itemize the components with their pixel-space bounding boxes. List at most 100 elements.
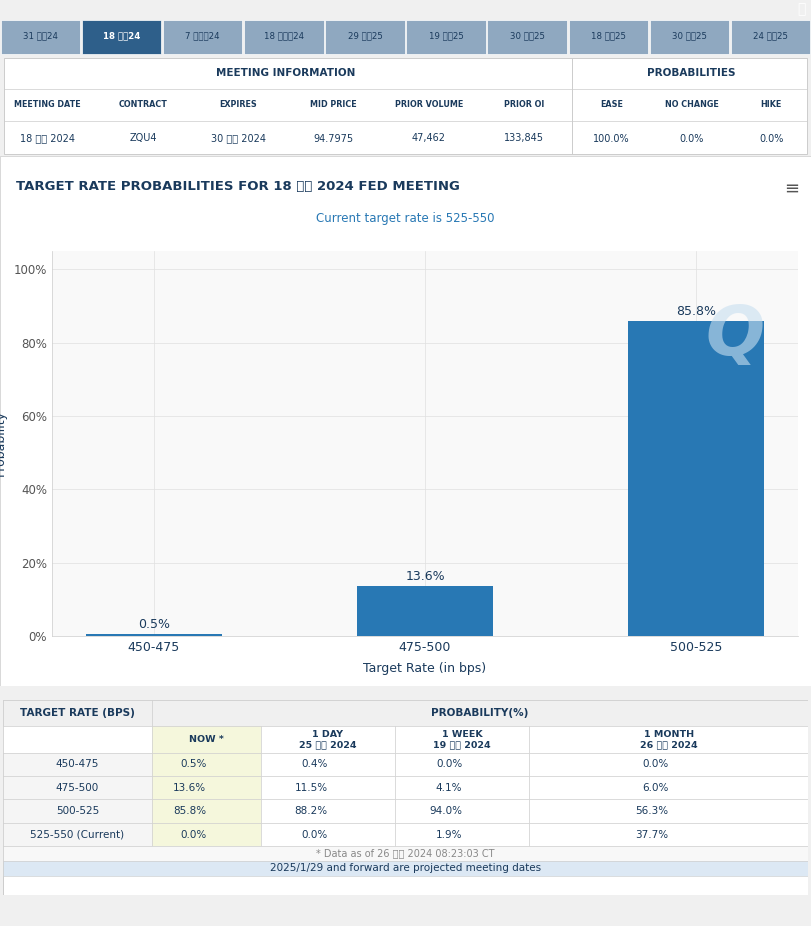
Bar [152,753,260,776]
Text: 88.2%: 88.2% [294,807,328,816]
Bar [406,19,486,55]
Bar [82,19,161,55]
Text: 19 三月25: 19 三月25 [428,31,464,41]
Text: 7 十一月24: 7 十一月24 [186,31,220,41]
Text: Q: Q [705,302,764,369]
Text: 94.0%: 94.0% [429,807,462,816]
Text: EXPIRES: EXPIRES [219,100,257,109]
Bar [3,846,808,861]
Bar [152,823,260,846]
Text: EASE: EASE [600,100,623,109]
Text: 0.4%: 0.4% [302,759,328,770]
Text: CONTRACT: CONTRACT [118,100,167,109]
Bar [3,799,152,823]
Text: 500-525: 500-525 [56,807,99,816]
Bar [260,799,395,823]
Text: ≡: ≡ [783,180,799,198]
Text: 133,845: 133,845 [504,133,544,144]
Bar [530,776,808,799]
X-axis label: Target Rate (in bps): Target Rate (in bps) [363,662,487,675]
Text: 30 七月25: 30 七月25 [672,31,707,41]
Bar [152,726,260,753]
Text: 85.8%: 85.8% [676,306,716,319]
Text: 94.7975: 94.7975 [314,133,354,144]
Bar [3,753,152,776]
Bar [260,776,395,799]
Text: TARGET RATE PROBABILITIES FOR 18 九月 2024 FED MEETING: TARGET RATE PROBABILITIES FOR 18 九月 2024… [16,180,460,193]
Text: 6.0%: 6.0% [642,782,669,793]
Text: 450-475: 450-475 [56,759,99,770]
Bar [395,726,530,753]
Text: 2025/1/29 and forward are projected meeting dates: 2025/1/29 and forward are projected meet… [270,863,541,873]
Bar [731,19,810,55]
Bar [260,726,395,753]
Bar [86,634,221,636]
Bar [1,19,80,55]
Bar [530,823,808,846]
Text: PROBABILITY(%): PROBABILITY(%) [431,708,529,719]
Text: 30 四月25: 30 四月25 [509,31,545,41]
Bar [3,726,152,753]
Text: 1.9%: 1.9% [436,830,462,840]
Text: 0.0%: 0.0% [642,759,669,770]
Text: 1 DAY
25 七月 2024: 1 DAY 25 七月 2024 [299,730,357,749]
Bar [3,823,152,846]
Text: 18 九月 2024: 18 九月 2024 [20,133,75,144]
Bar [530,726,808,753]
Text: 18 十二月24: 18 十二月24 [264,31,304,41]
Text: 47,462: 47,462 [412,133,446,144]
Text: MEETING INFORMATION: MEETING INFORMATION [217,68,355,78]
Text: TARGET RATE (BPS): TARGET RATE (BPS) [20,708,135,719]
Text: 30 九月 2024: 30 九月 2024 [211,133,266,144]
Bar [487,19,567,55]
Bar [569,19,648,55]
Text: 0.0%: 0.0% [759,133,783,144]
Bar [629,321,764,636]
Bar [395,823,530,846]
Bar [395,799,530,823]
Text: 475-500: 475-500 [56,782,99,793]
Text: 13.6%: 13.6% [406,570,444,583]
Text: ZQU4: ZQU4 [129,133,157,144]
Text: 85.8%: 85.8% [173,807,206,816]
Text: 31 七月24: 31 七月24 [23,31,58,41]
Bar [357,586,493,636]
Text: 11.5%: 11.5% [294,782,328,793]
Bar [395,776,530,799]
Bar [325,19,405,55]
Text: PRIOR VOLUME: PRIOR VOLUME [395,100,463,109]
Bar [530,799,808,823]
Bar [395,753,530,776]
Bar [163,19,242,55]
Text: 37.7%: 37.7% [636,830,669,840]
Bar [260,823,395,846]
Text: 🐦: 🐦 [797,2,805,16]
Text: 1 WEEK
19 七月 2024: 1 WEEK 19 七月 2024 [433,730,491,749]
Text: 24 九月25: 24 九月25 [753,31,788,41]
Bar [3,700,152,726]
Text: Current target rate is 525-550: Current target rate is 525-550 [316,212,495,225]
Text: MEETING DATE: MEETING DATE [15,100,81,109]
Text: 1 MONTH
26 六月 2024: 1 MONTH 26 六月 2024 [640,730,697,749]
Bar [152,799,260,823]
Text: 0.0%: 0.0% [180,830,206,840]
Text: 0.0%: 0.0% [679,133,704,144]
Text: 18 九月24: 18 九月24 [103,31,140,41]
Text: PRIOR OI: PRIOR OI [504,100,544,109]
Bar [3,861,808,875]
Text: 13.6%: 13.6% [173,782,206,793]
Bar [152,700,808,726]
Text: 0.5%: 0.5% [138,619,169,632]
Bar [260,753,395,776]
Text: HIKE: HIKE [761,100,782,109]
Text: 4.1%: 4.1% [436,782,462,793]
Text: MID PRICE: MID PRICE [311,100,357,109]
Text: 56.3%: 56.3% [636,807,669,816]
Y-axis label: Probability: Probability [0,410,6,477]
Text: * Data as of 26 七月 2024 08:23:03 CT: * Data as of 26 七月 2024 08:23:03 CT [316,848,495,858]
Text: PROBABILITIES: PROBABILITIES [647,68,736,78]
Bar [650,19,729,55]
Text: 525-550 (Current): 525-550 (Current) [30,830,125,840]
Text: 29 一月25: 29 一月25 [347,31,383,41]
Text: 0.0%: 0.0% [302,830,328,840]
